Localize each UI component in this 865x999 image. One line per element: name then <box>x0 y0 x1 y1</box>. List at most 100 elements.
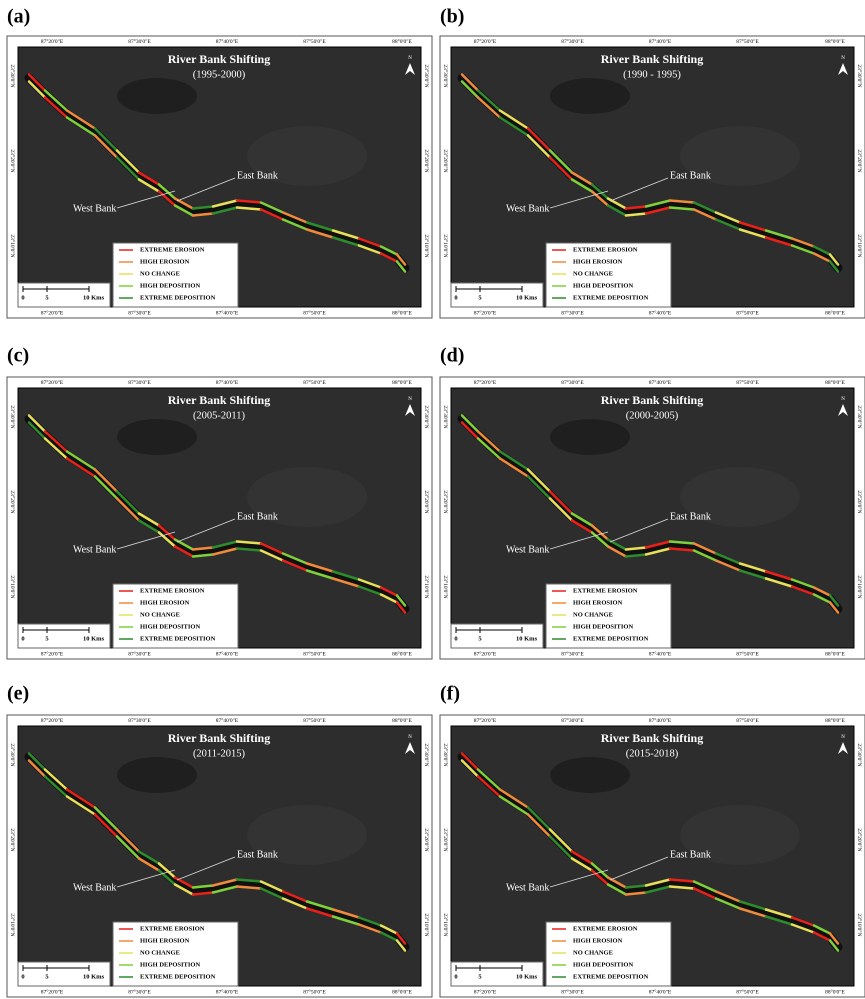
river-bank-segment <box>624 546 648 551</box>
river-bank-segment <box>157 524 177 541</box>
coordinate-label: 23°10'0"N <box>856 234 863 257</box>
map-panel: 87°20'0"E 87°20'0"E 87°30'0"E 87°30'0"E 87°4… <box>6 376 433 660</box>
terrain-patch <box>247 126 367 186</box>
coordinate-label: 87°20'0"E <box>41 38 64 45</box>
coordinate-label: 23°10'0"N <box>856 913 863 936</box>
river-bank-segment <box>498 795 530 816</box>
river-bank-segment <box>281 897 309 910</box>
scale-label: 5 <box>478 635 482 642</box>
river-bank-segment <box>379 252 399 263</box>
north-label: N <box>841 56 845 61</box>
coordinate-label: 88°0'0"E <box>825 309 845 316</box>
river-bank-segment <box>498 450 530 471</box>
river-bank-segment <box>27 80 47 99</box>
river-bank-segment <box>460 752 480 771</box>
river-bank-segment <box>714 559 742 572</box>
scale-label: 0 <box>454 294 457 301</box>
north-arrow <box>838 63 848 75</box>
map-title: River Bank Shifting <box>168 52 270 66</box>
coordinate-label: 87°40'0"E <box>649 379 672 386</box>
coordinate-label: 87°30'0"E <box>128 309 151 316</box>
river-bank-segment <box>548 156 574 181</box>
river-bank-segment <box>173 197 195 210</box>
river-bank-segment <box>476 89 502 112</box>
coordinate-label: 23°20'0"N <box>9 828 16 851</box>
coordinate-label: 87°40'0"E <box>649 309 672 316</box>
coordinate-label: 23°10'0"N <box>9 913 16 936</box>
scale-box <box>450 961 544 987</box>
legend-label: NO CHANGE <box>573 611 613 618</box>
legend-label: EXTREME EROSION <box>573 925 638 932</box>
coordinate-label: 88°0'0"E <box>825 988 845 995</box>
river-bank-segment <box>526 468 552 493</box>
river-bank-segment <box>548 149 574 174</box>
coordinate-label: 23°20'0"N <box>856 149 863 172</box>
river-bank-segment <box>191 884 215 889</box>
north-label: N <box>408 56 412 61</box>
map-subtitle: (2000-2005) <box>626 410 679 421</box>
river-bank-segment <box>191 205 215 210</box>
map-title: River Bank Shifting <box>601 52 703 66</box>
scale-label: 5 <box>45 973 49 980</box>
river-bank-segment <box>526 475 552 500</box>
coordinate-label: 23°20'0"N <box>9 149 16 172</box>
coordinate-label: 87°50'0"E <box>303 379 326 386</box>
river-bank-segment <box>395 260 407 273</box>
river-bank-segment <box>191 546 215 551</box>
river-bank-segment <box>526 127 552 152</box>
river-bank-segment <box>590 862 610 879</box>
river-bank-segment <box>115 490 141 515</box>
river-bank-segment <box>173 538 195 551</box>
north-arrow <box>405 742 415 754</box>
river-bank-segment <box>395 253 407 266</box>
legend-label: HIGH DEPOSITION <box>573 961 633 968</box>
coordinate-label: 23°20'0"N <box>856 490 863 513</box>
terrain-patch <box>680 805 800 865</box>
legend-label: EXTREME DEPOSITION <box>573 973 649 980</box>
panel-label: (d) <box>440 345 464 367</box>
panel-label: (b) <box>440 6 464 28</box>
terrain-patch <box>550 757 630 793</box>
coordinate-label: 87°50'0"E <box>303 650 326 657</box>
coordinate-label: 87°20'0"E <box>41 988 64 995</box>
river-bank-segment <box>211 878 239 887</box>
river-bank-segment <box>211 540 239 549</box>
coordinate-label: 87°50'0"E <box>303 988 326 995</box>
river-bank-segment <box>137 178 161 193</box>
scale-label: 10 Kms <box>516 635 538 642</box>
river-bank-segment <box>43 437 69 460</box>
legend-label: EXTREME DEPOSITION <box>140 294 216 301</box>
legend-box <box>112 242 239 308</box>
river-bank-segment <box>379 931 399 942</box>
river-bank-segment <box>476 437 502 460</box>
terrain-patch <box>117 757 197 793</box>
river-bank-segment <box>27 414 47 433</box>
annotation: East Bank <box>670 511 711 522</box>
river-bank-segment <box>570 171 594 186</box>
river-bank-segment <box>65 795 97 816</box>
annotation: East Bank <box>670 170 711 181</box>
annotation: West Bank <box>506 203 549 214</box>
river-bank-segment <box>606 197 628 210</box>
coordinate-label: 87°40'0"E <box>649 38 672 45</box>
terrain-patch <box>117 78 197 114</box>
coordinate-label: 87°40'0"E <box>216 650 239 657</box>
river-bank-segment <box>738 562 768 573</box>
river-bank-segment <box>606 883 628 896</box>
leader-line <box>116 531 176 550</box>
river-bank-segment <box>476 775 502 798</box>
legend-label: HIGH EROSION <box>573 599 623 606</box>
river-bank-segment <box>305 907 335 918</box>
river-bank-segment <box>93 813 119 838</box>
coordinate-label: 23°10'0"N <box>423 575 430 598</box>
river-bank-segment <box>606 204 628 217</box>
coordinate-label: 87°40'0"E <box>649 650 672 657</box>
river-bank-segment <box>668 206 696 211</box>
coordinate-label: 87°40'0"E <box>216 309 239 316</box>
river-bank-segment <box>668 547 696 552</box>
river-bank-segment <box>812 252 832 263</box>
legend-label: NO CHANGE <box>140 611 180 618</box>
scale-label: 5 <box>45 294 49 301</box>
river-bank-segment <box>606 876 628 889</box>
coordinate-label: 23°30'0"N <box>856 64 863 87</box>
